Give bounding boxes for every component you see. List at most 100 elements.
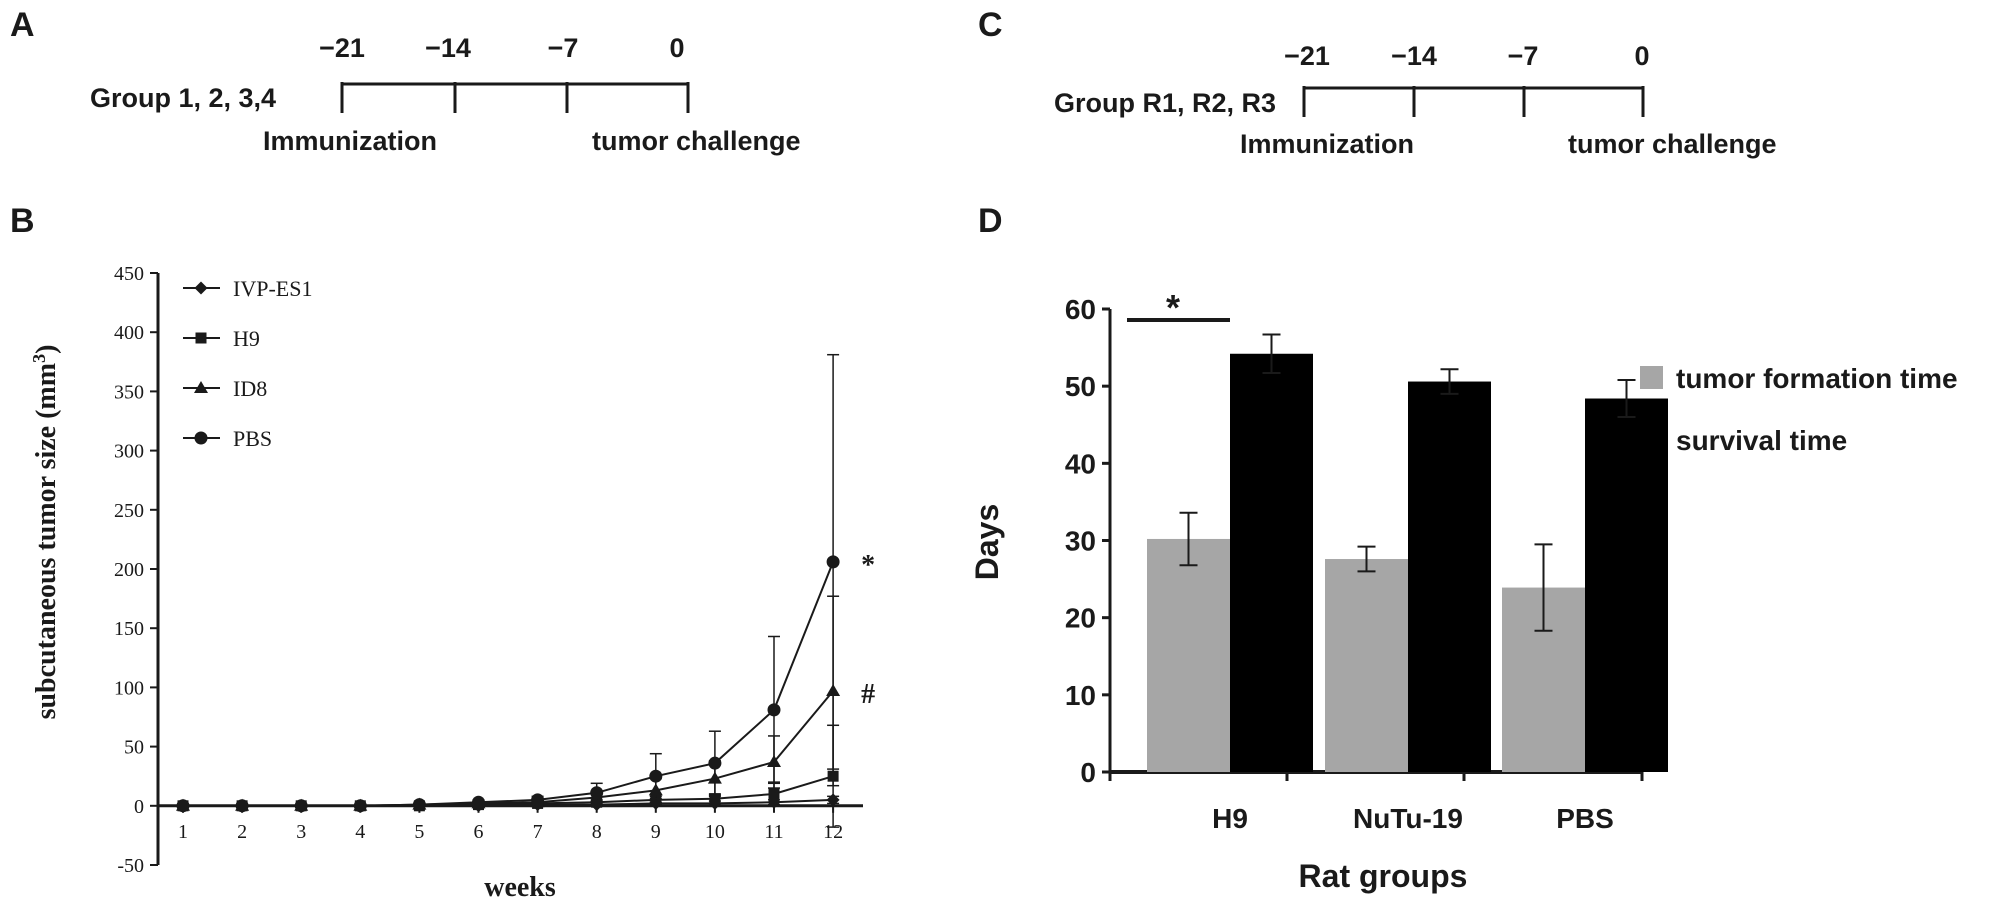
chart-b-x-tick-label: 5 (414, 821, 424, 843)
timeline-a-tumor-challenge: tumor challenge (592, 126, 801, 156)
chart-b-legend-marker (194, 431, 208, 445)
chart-d-legend-label: tumor formation time (1676, 363, 1958, 394)
chart-b-data-point (472, 795, 485, 809)
chart-b-series-line (183, 561, 835, 807)
chart-d-y-tick-label: 10 (1065, 680, 1096, 711)
chart-d-bar (1147, 538, 1230, 772)
chart-d-category-label: H9 (1212, 803, 1248, 834)
chart-b-x-tick-label: 10 (705, 821, 725, 843)
chart-b-data-point (531, 793, 545, 807)
chart-b-y-axis-label: subcutaneous tumor size (mm3) (29, 345, 62, 720)
chart-d-legend-label: survival time (1676, 425, 1847, 456)
panel-label-c: C (978, 6, 1003, 44)
chart-b-x-tick-label: 3 (296, 821, 306, 843)
chart-b-significance-marker: * (861, 550, 875, 581)
panel-label-a: A (10, 6, 35, 44)
chart-d-legend-swatch (1640, 428, 1663, 451)
chart-b-y-tick-label: 200 (114, 559, 144, 581)
chart-d-y-tick-label: 0 (1080, 757, 1096, 788)
chart-b-data-point (235, 799, 249, 813)
chart-b-data-point (767, 703, 781, 717)
timeline-a-day-0: 0 (669, 33, 684, 63)
chart-d-y-tick-label: 30 (1065, 526, 1096, 557)
timeline-a-immunization: Immunization (263, 126, 437, 156)
chart-b-legend-label: PBS (233, 426, 272, 451)
chart-d-y-tick-label: 60 (1065, 294, 1096, 325)
chart-d-group-pbs (1502, 378, 1668, 772)
timeline-c-day-7: −7 (1508, 41, 1539, 71)
chart-d-y-tick-label: 40 (1065, 448, 1096, 479)
chart-b-legend-marker (195, 332, 207, 344)
timeline-c-immunization: Immunization (1240, 129, 1414, 159)
chart-b-x-tick-label: 11 (764, 821, 783, 843)
chart-d-significance-marker: * (1166, 287, 1180, 328)
chart-b-y-tick-label: 400 (114, 322, 144, 344)
chart-b-data-point (176, 799, 190, 813)
chart-b-legend-marker (194, 381, 208, 393)
chart-b-x-tick-label: 1 (178, 821, 188, 843)
chart-b-data-point (709, 793, 721, 805)
chart-b-data-point (590, 786, 604, 800)
chart-b-y-tick-label: 300 (114, 441, 144, 463)
chart-b-legend-label: IVP-ES1 (233, 276, 312, 301)
timeline-c-day-14: −14 (1391, 41, 1437, 71)
chart-d-legend-swatch (1640, 366, 1663, 389)
timeline-c-day-21: −21 (1284, 41, 1330, 71)
chart-d-y-axis-label: Days (969, 504, 1005, 581)
chart-b-x-tick-label: 4 (355, 821, 365, 843)
chart-b-significance-marker: # (861, 679, 875, 710)
chart-b-data-point (768, 788, 780, 800)
chart-b-data-point (708, 756, 722, 770)
chart-d-y-tick-label: 20 (1065, 603, 1096, 634)
chart-b-x-tick-label: 9 (651, 821, 661, 843)
timeline-a-day-21: −21 (319, 33, 365, 63)
chart-d-category-label: PBS (1556, 803, 1614, 834)
chart-b-y-tick-label: 150 (114, 618, 144, 640)
chart-d-bar (1408, 381, 1491, 772)
timeline-c-day-0: 0 (1634, 41, 1649, 71)
timeline-c: −21 −14 −7 0 Group R1, R2, R3 Immunizati… (1054, 41, 1777, 159)
timeline-a-day-14: −14 (425, 33, 471, 63)
panel-label-b: B (10, 202, 35, 240)
chart-b-data-point (353, 799, 367, 813)
chart-b-legend-label: ID8 (233, 376, 267, 401)
chart-b-x-tick-label: 8 (592, 821, 602, 843)
chart-d: Days Rat groups 0 10 20 30 40 50 60 H9 NuTu-19 PB… (969, 287, 1958, 894)
chart-b-x-tick-label: 2 (237, 821, 247, 843)
timeline-a: −21 −14 −7 0 Group 1, 2, 3,4 Immunizatio… (90, 33, 801, 156)
chart-d-category-label: NuTu-19 (1353, 803, 1463, 834)
chart-d-y-tick-label: 50 (1065, 371, 1096, 402)
timeline-c-group-label: Group R1, R2, R3 (1054, 88, 1276, 118)
chart-b-y-axis-label-superscript: 3 (29, 354, 49, 363)
chart-d-group-nutu-19 (1325, 368, 1491, 772)
chart-b: subcutaneous tumor size (mm3) weeks -50 0… (29, 263, 875, 903)
chart-b-x-tick-label: 7 (533, 821, 543, 843)
chart-b-y-tick-label: 50 (124, 737, 144, 759)
chart-d-bar (1230, 353, 1313, 772)
chart-b-data-point (294, 799, 308, 813)
chart-d-group-h9 (1147, 333, 1313, 772)
timeline-a-group-label: Group 1, 2, 3,4 (90, 83, 276, 113)
timeline-c-tumor-challenge: tumor challenge (1568, 129, 1777, 159)
chart-b-series-pbs (176, 353, 840, 813)
chart-b-y-tick-label: 100 (114, 677, 144, 699)
chart-b-x-tick-label: 6 (474, 821, 484, 843)
panel-label-d: D (978, 202, 1003, 240)
chart-b-series-line (183, 690, 834, 807)
chart-d-x-axis-label: Rat groups (1299, 858, 1468, 894)
chart-b-y-tick-label: -50 (117, 855, 144, 877)
chart-b-y-tick-label: 250 (114, 500, 144, 522)
timeline-a-day-7: −7 (548, 33, 579, 63)
chart-b-legend-label: H9 (233, 326, 260, 351)
chart-b-y-tick-label: 0 (134, 796, 144, 818)
chart-b-y-tick-label: 350 (114, 381, 144, 403)
chart-b-data-point (826, 555, 840, 569)
chart-b-y-tick-label: 450 (114, 263, 144, 285)
chart-b-x-axis-label: weeks (484, 872, 556, 903)
chart-d-bar (1585, 398, 1668, 772)
chart-b-legend-marker (194, 281, 208, 295)
chart-b-data-point (412, 798, 426, 812)
chart-b-series-id8 (176, 595, 841, 811)
chart-b-data-point (649, 769, 663, 783)
